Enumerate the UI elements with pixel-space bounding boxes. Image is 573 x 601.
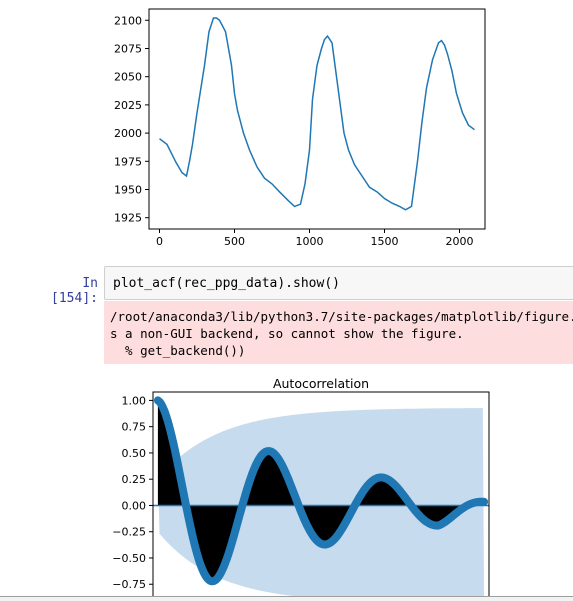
signal-xtick-label: 1500 xyxy=(371,235,399,248)
acf-ytick-label: 0.00 xyxy=(122,499,147,512)
signal-ytick-label: 2100 xyxy=(114,14,142,27)
code-input-area[interactable]: plot_acf(rec_ppg_data).show() xyxy=(104,266,573,300)
signal-series-line xyxy=(159,17,475,211)
acf-ytick-label: −0.50 xyxy=(112,552,146,565)
acf-ytick-label: 0.25 xyxy=(122,473,147,486)
acf-plot-frame xyxy=(152,391,490,600)
signal-ytick-label: 2050 xyxy=(114,71,142,84)
signal-ytick-label: 1975 xyxy=(114,155,142,168)
stderr-line-3: % get_backend()) xyxy=(110,343,246,358)
signal-ytick-label: 1950 xyxy=(114,184,142,197)
signal-ytick-label: 2025 xyxy=(114,99,142,112)
stderr-line-2: s a non-GUI backend, so cannot show the … xyxy=(110,326,464,341)
code-text: plot_acf(rec_ppg_data).show() xyxy=(113,276,340,291)
acf-ytick-label: 1.00 xyxy=(122,394,147,407)
signal-ytick-label: 2075 xyxy=(114,42,142,55)
horizontal-scrollbar[interactable] xyxy=(0,596,573,601)
acf-marker-series xyxy=(153,396,489,586)
acf-ytick-label: 0.50 xyxy=(122,447,147,460)
cell-prompt: In [154]: xyxy=(51,276,98,306)
stderr-output: /root/anaconda3/lib/python3.7/site-packa… xyxy=(104,301,573,364)
stderr-line-1: /root/anaconda3/lib/python3.7/site-packa… xyxy=(110,309,573,324)
signal-line-chart: 1925 1950 1975 2000 2025 2050 2075 2100 0 500 100… xyxy=(114,8,486,248)
signal-xtick-label: 0 xyxy=(156,235,163,248)
acf-confidence-band xyxy=(158,408,485,600)
signal-plot-frame xyxy=(148,8,486,230)
signal-xtick-label: 500 xyxy=(224,235,245,248)
acf-ytick-label: 0.75 xyxy=(122,421,147,434)
acf-ytick-label: −0.25 xyxy=(112,526,146,539)
signal-xtick-label: 2000 xyxy=(446,235,474,248)
signal-ytick-label: 2000 xyxy=(114,127,142,140)
acf-ytick-label: −0.75 xyxy=(112,578,146,591)
signal-ytick-label: 1925 xyxy=(114,212,142,225)
acf-title: Autocorrelation xyxy=(273,376,369,391)
signal-xtick-label: 1000 xyxy=(296,235,324,248)
